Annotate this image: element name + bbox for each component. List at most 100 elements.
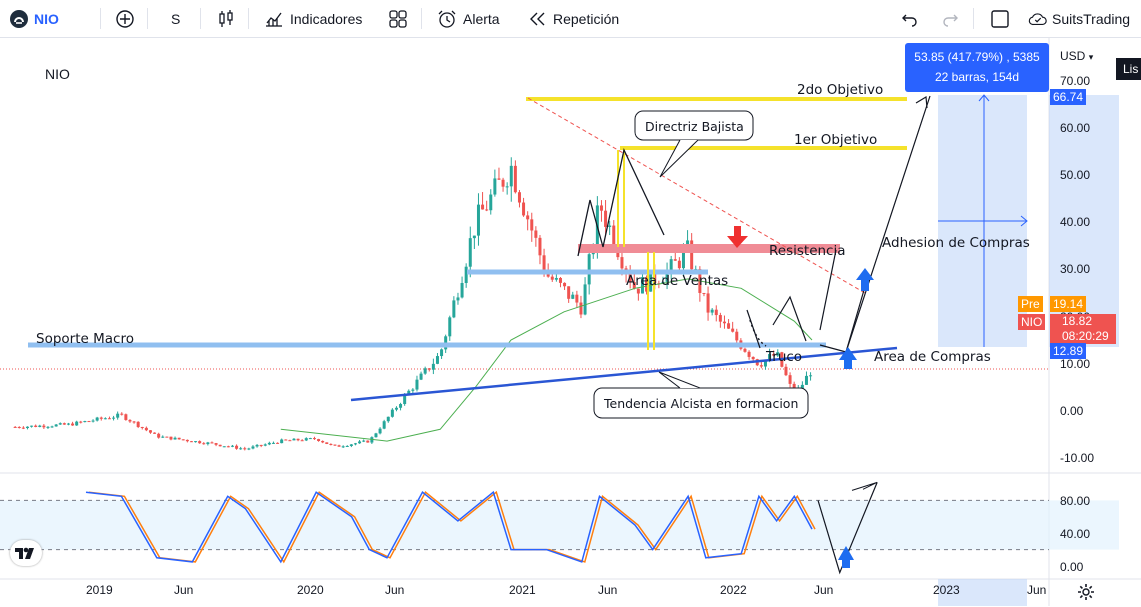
candle-body [460,282,464,298]
divider [147,8,148,29]
interval-button[interactable]: S [171,0,180,37]
price-tick-label: -10.00 [1060,450,1095,465]
candle-body [669,259,673,270]
candle-body [267,442,271,445]
candle-body [288,440,292,442]
candle-body [612,225,616,248]
candle-body [103,418,107,420]
chart-area[interactable] [0,38,1141,606]
divider [100,8,101,29]
alert-button[interactable]: Alerta [437,0,500,37]
resistance-down-arrow [727,226,748,248]
candle-body [731,328,735,332]
stoch-projection-arrow [851,481,878,491]
square-icon [990,9,1010,29]
candle-body [710,309,714,313]
indicators-button[interactable]: Indicadores [264,0,362,37]
candle-body [362,440,366,442]
candle-body [144,427,148,431]
compare-button[interactable] [115,0,135,37]
time-tick-label: Jun [174,583,194,597]
candle-body [407,390,411,395]
candle-body [542,255,546,273]
candle-body [222,446,226,448]
replay-button[interactable]: Repetición [528,0,619,37]
candle-body [329,443,333,445]
candle-body [390,409,394,417]
candle-body [243,448,247,450]
candle-body [468,238,472,267]
candle-body [567,286,571,299]
redo-button[interactable] [940,0,960,37]
candle-body [759,365,763,367]
candle-body [161,436,165,438]
candle-body [558,277,562,283]
candle-body [579,302,583,315]
buy-adhesion-arrow [856,268,874,291]
undo-button[interactable] [900,0,920,37]
legend-symbol: NIO [45,66,70,82]
candle-body [255,444,259,447]
cloud-save-button[interactable]: SuitsTrading [1028,0,1130,37]
list-tab[interactable]: Lis [1116,58,1141,80]
bearish-trend-label: Directriz Bajista [645,119,744,134]
candle-body [751,356,755,360]
indicators-icon [264,9,284,29]
candle-body [768,354,772,360]
time-tick-label: Jun [598,583,618,597]
symbol-search[interactable]: NIO [10,0,59,37]
redo-icon [940,9,960,29]
candle-body [415,379,419,390]
candle-body [349,444,353,446]
candle-body [538,237,542,256]
settings-button[interactable] [1076,582,1096,602]
candle-body [251,446,255,449]
candle-body [706,293,710,313]
candle-body [394,407,398,410]
tradingview-logo-icon[interactable] [10,540,42,566]
fullscreen-button[interactable] [990,0,1010,37]
time-tick-label: Jun [814,583,834,597]
candle-body [452,300,456,318]
bearish-callout-pointer [659,139,699,178]
candle-body [308,438,312,440]
candle-body [419,373,423,380]
candle-body [132,421,136,423]
candle-body [599,205,603,211]
candle-body [112,417,116,419]
candle-body [140,426,144,428]
candle-body [38,425,42,427]
candle-body [120,413,124,415]
candle-body [296,438,300,441]
candle-body [431,363,435,370]
candle-body [448,317,452,337]
chart-type-button[interactable] [216,0,236,37]
candle-body [788,375,792,384]
resistance-zone [578,244,840,253]
candle-body [776,352,780,356]
candle-body [317,439,321,442]
candle-body [747,351,751,357]
candle-body [13,426,17,428]
time-tick-label: Jun [1027,583,1047,597]
currency-selector[interactable]: USD ▾ [1060,49,1093,63]
candle-body [718,315,722,322]
candle-body [247,448,251,450]
candle-body [358,441,362,444]
candle-body [403,394,407,405]
candle-body [300,440,304,442]
candle-body [107,418,111,420]
measure-tooltip: 53.85 (417.79%) , 5385 22 barras, 154d [905,43,1049,92]
candle-body [411,389,415,391]
candle-body [341,446,345,448]
layouts-button[interactable] [388,0,408,37]
candle-body [83,421,87,423]
candle-body [501,179,505,187]
candle-body [62,423,66,425]
candle-body [30,425,34,427]
time-tick-label: 2022 [720,583,747,597]
time-tick-label: 2023 [933,583,960,597]
candle-body [116,413,120,418]
candle-body [99,417,103,419]
candle-body [632,282,636,289]
